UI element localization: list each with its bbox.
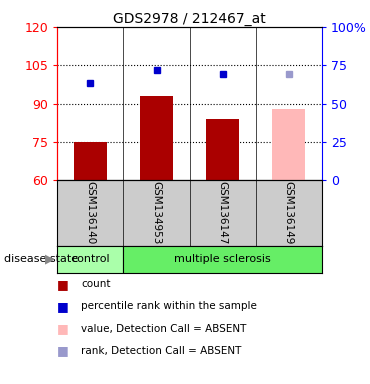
Text: count: count [81,279,111,289]
Text: GSM136149: GSM136149 [284,181,294,245]
Text: value, Detection Call = ABSENT: value, Detection Call = ABSENT [81,324,247,334]
Title: GDS2978 / 212467_at: GDS2978 / 212467_at [113,12,266,26]
Bar [124,246,322,273]
Text: ■: ■ [57,322,69,335]
Bar [140,96,173,180]
Text: GSM136140: GSM136140 [85,182,95,245]
Bar [57,246,124,273]
Text: ■: ■ [57,278,69,291]
Text: GSM136147: GSM136147 [218,181,228,245]
Text: percentile rank within the sample: percentile rank within the sample [81,301,257,311]
Text: disease state: disease state [4,254,78,264]
Text: multiple sclerosis: multiple sclerosis [174,254,271,264]
Text: ■: ■ [57,344,69,358]
Text: rank, Detection Call = ABSENT: rank, Detection Call = ABSENT [81,346,242,356]
Bar [74,142,107,180]
Bar [206,119,239,180]
Bar [272,109,305,180]
Text: ■: ■ [57,300,69,313]
Text: ▶: ▶ [45,253,55,266]
Text: GSM134953: GSM134953 [152,181,162,245]
Text: control: control [71,254,110,264]
